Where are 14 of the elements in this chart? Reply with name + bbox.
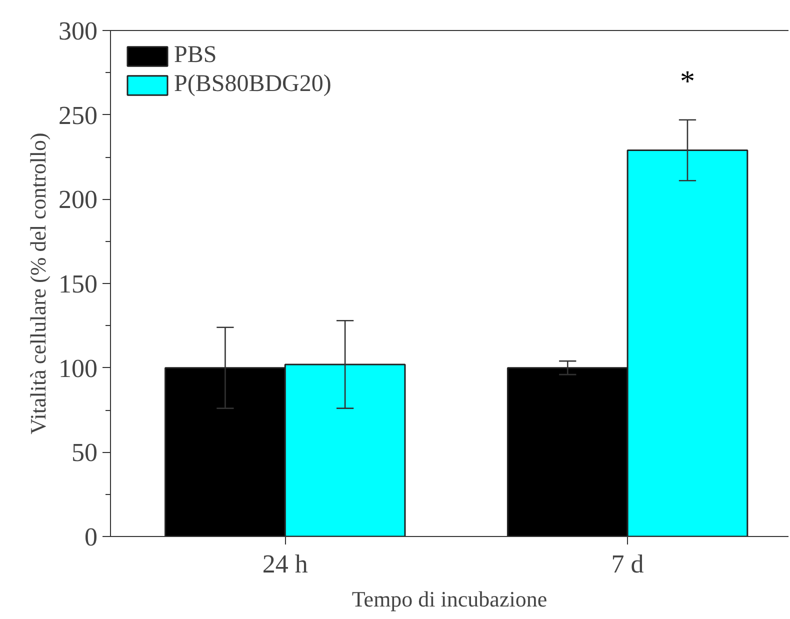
y-tick-label: 250 <box>58 100 98 130</box>
y-tick-label: 300 <box>58 16 98 46</box>
annotation: * <box>680 64 695 98</box>
x-tick-label: 24 h <box>262 550 308 578</box>
y-tick-label: 200 <box>58 185 98 214</box>
legend-label: PBS <box>174 42 217 69</box>
y-tick-label: 0 <box>84 522 98 552</box>
x-tick-label: 7 d <box>611 550 644 578</box>
x-axis-title: Tempo di incubazione <box>352 586 548 612</box>
y-tick-label: 50 <box>72 438 98 468</box>
legend-label: P(BS80BDG20) <box>174 71 332 98</box>
y-axis-title: Vitalità cellulare (% del controllo) <box>26 132 50 434</box>
y-tick-label: 150 <box>58 270 98 298</box>
y-tick-label: 100 <box>58 354 98 383</box>
